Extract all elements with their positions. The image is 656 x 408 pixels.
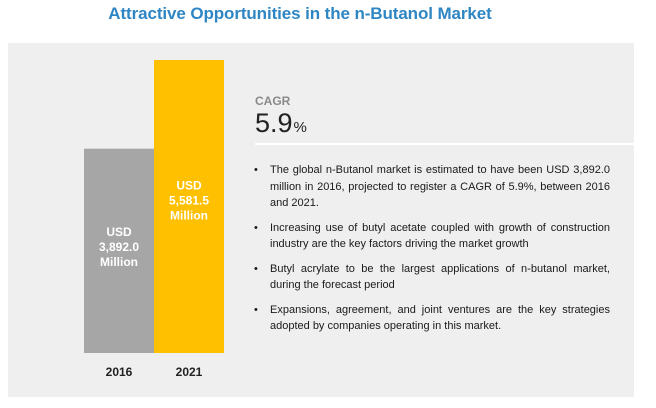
key-findings-list: • The global n-Butanol market is estimate… — [252, 162, 610, 343]
data-label: USD — [176, 179, 202, 193]
list-item: • Butyl acrylate to be the largest applic… — [252, 261, 610, 294]
chart-title: Attractive Opportunities in the n-Butano… — [108, 4, 492, 23]
cagr-label: CAGR — [255, 94, 291, 108]
data-label: 5,581.5 — [169, 194, 209, 208]
data-label: Million — [170, 209, 208, 223]
bullet-icon: • — [254, 262, 258, 275]
cagr-number: 5.9 — [255, 108, 293, 138]
bullet-text: Butyl acrylate to be the largest applica… — [270, 262, 610, 292]
list-item: • Expansions, agreement, and joint ventur… — [252, 302, 610, 335]
bullet-icon: • — [254, 221, 258, 234]
data-label: USD — [106, 225, 132, 239]
bullet-text: Expansions, agreement, and joint venture… — [270, 303, 610, 333]
cagr-unit: % — [293, 119, 307, 136]
bullet-text: The global n-Butanol market is estimated… — [270, 164, 610, 209]
x-tick-label: 2016 — [106, 365, 133, 379]
list-item: • Increasing use of butyl acetate coupled… — [252, 220, 610, 253]
data-label: Million — [100, 255, 138, 269]
x-tick-label: 2021 — [176, 365, 203, 379]
list-item: • The global n-Butanol market is estimate… — [252, 162, 610, 212]
bullet-icon: • — [254, 164, 258, 176]
bar-2021 — [154, 60, 224, 353]
bullet-icon: • — [254, 303, 258, 316]
bullet-text: Increasing use of butyl acetate coupled … — [270, 221, 610, 251]
cagr-value: 5.9% — [255, 108, 307, 139]
data-label: 3,892.0 — [99, 240, 139, 254]
divider — [255, 143, 634, 145]
bar-2016 — [84, 148, 154, 353]
